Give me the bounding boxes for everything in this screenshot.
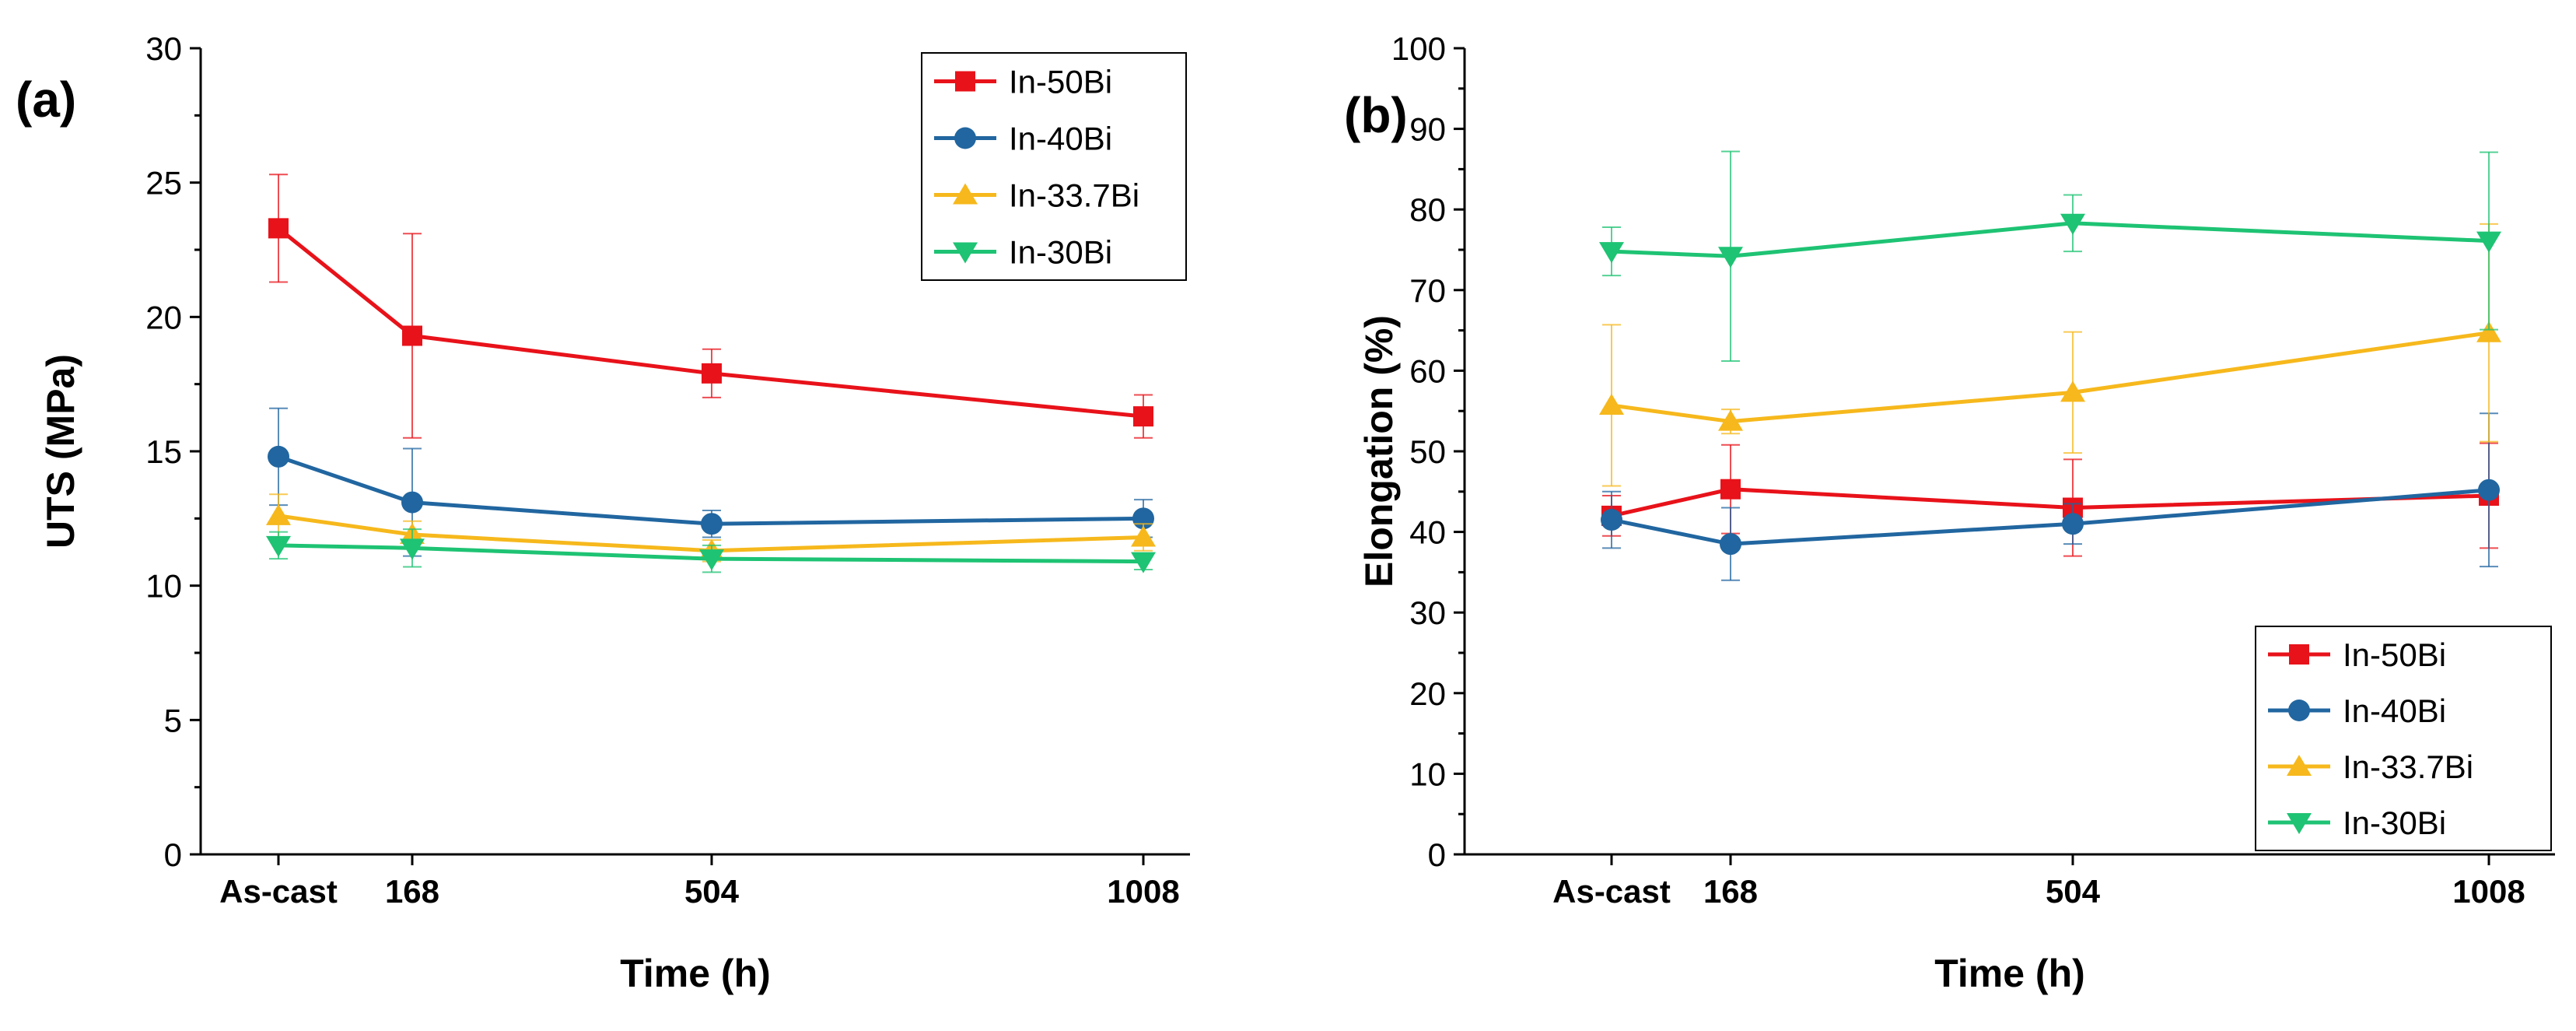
y-tick-label: 20 xyxy=(145,299,182,335)
y-tick-label: 30 xyxy=(1409,594,1446,631)
legend-label: In-30Bi xyxy=(1009,234,1112,271)
data-point xyxy=(1601,509,1622,531)
x-axis-title: Time (h) xyxy=(1934,952,2085,995)
y-tick-label: 5 xyxy=(164,702,182,738)
x-tick-label: 1008 xyxy=(1107,873,1179,910)
series-line xyxy=(1611,331,2490,424)
data-point xyxy=(402,325,422,346)
data-point xyxy=(1718,409,1743,431)
x-tick-label: As-cast xyxy=(1552,873,1671,910)
data-point xyxy=(268,445,289,468)
data-point xyxy=(1599,242,1624,264)
legend-label: In-40Bi xyxy=(1009,121,1112,157)
data-point xyxy=(2062,513,2084,535)
series-In-30Bi xyxy=(266,528,1156,573)
data-point xyxy=(2060,213,2085,235)
data-point xyxy=(266,535,291,557)
legend-label: In-30Bi xyxy=(2343,805,2446,841)
data-point xyxy=(2478,479,2500,501)
panel-a: 0 5 10 15 20 25 30 As-cast 168 504 1008 Time (h) UTS… xyxy=(16,30,1190,995)
series-line xyxy=(1611,488,2490,546)
data-point xyxy=(2060,380,2085,402)
y-tick-label: 0 xyxy=(164,836,182,873)
x-tick-label: 168 xyxy=(385,873,439,910)
series-line xyxy=(1611,221,2490,258)
y-tick-label: 80 xyxy=(1409,191,1446,228)
legend-label: In-33.7Bi xyxy=(1009,177,1139,214)
data-point xyxy=(401,491,423,514)
y-tick-label: 25 xyxy=(145,165,182,202)
data-point xyxy=(1131,525,1156,547)
legend-label: In-40Bi xyxy=(2343,693,2446,729)
y-tick-label: 10 xyxy=(1409,756,1446,792)
panel-b: 0 10 20 30 40 50 60 70 80 90 100 As-cast 168 504 1008 T… xyxy=(1344,30,2555,995)
y-tick-label: 100 xyxy=(1391,30,1446,67)
data-point xyxy=(701,513,723,535)
x-tick-label: 504 xyxy=(684,873,740,910)
legend-marker xyxy=(2288,700,2310,721)
data-point xyxy=(1720,533,1741,556)
data-point xyxy=(400,538,425,560)
panel-label: (a) xyxy=(16,72,76,128)
x-tick-label: 168 xyxy=(1703,873,1758,910)
series-line xyxy=(278,514,1144,553)
data-point xyxy=(266,503,291,525)
data-point xyxy=(702,363,722,384)
series-In-50Bi xyxy=(268,174,1153,439)
x-tick-label: As-cast xyxy=(219,873,338,910)
y-tick-label: 30 xyxy=(145,30,182,67)
y-axis-title: UTS (MPa) xyxy=(39,354,82,549)
y-tick-label: 70 xyxy=(1409,272,1446,309)
series-line xyxy=(278,454,1144,526)
y-tick-label: 0 xyxy=(1428,836,1446,873)
legend-label: In-33.7Bi xyxy=(2343,749,2473,785)
legend-marker xyxy=(2287,813,2312,834)
y-tick-label: 90 xyxy=(1409,111,1446,148)
data-point xyxy=(699,549,724,571)
series-line xyxy=(278,543,1144,564)
x-tick-label: 1008 xyxy=(2452,873,2525,910)
series-In-30Bi xyxy=(1599,150,2501,362)
y-axis-title: Elongation (%) xyxy=(1357,315,1401,587)
data-point xyxy=(2476,321,2501,342)
series-In-40Bi xyxy=(268,407,1154,557)
data-point xyxy=(1718,247,1743,268)
legend-marker xyxy=(953,183,978,205)
legend: In-50Bi In-40Bi In-33.7Bi In-30Bi xyxy=(921,52,1187,281)
legend-marker xyxy=(953,242,978,264)
panel-label: (b) xyxy=(1344,87,1408,143)
y-tick-label: 40 xyxy=(1409,514,1446,551)
y-tick-label: 10 xyxy=(145,568,182,605)
y-tick-label: 50 xyxy=(1409,433,1446,470)
legend-label: In-50Bi xyxy=(1009,64,1112,100)
data-point xyxy=(1599,393,1624,415)
legend-marker xyxy=(2287,755,2312,776)
x-tick-label: 504 xyxy=(2046,873,2101,910)
data-point xyxy=(268,218,289,239)
legend-marker xyxy=(2289,644,2309,665)
series-In-33.7Bi xyxy=(1599,223,2501,487)
legend: In-50Bi In-40Bi In-33.7Bi In-30Bi xyxy=(2255,626,2552,851)
series-line xyxy=(1611,487,2490,518)
data-point xyxy=(1133,406,1153,427)
data-point xyxy=(1720,479,1741,500)
series-line xyxy=(277,226,1144,419)
legend-marker xyxy=(955,71,975,92)
data-point xyxy=(1131,552,1156,573)
y-tick-label: 60 xyxy=(1409,352,1446,389)
legend-label: In-50Bi xyxy=(2343,636,2446,673)
y-tick-label: 15 xyxy=(145,433,182,470)
legend-marker xyxy=(954,127,976,149)
data-point xyxy=(2476,231,2501,253)
y-tick-label: 20 xyxy=(1409,675,1446,712)
x-axis-title: Time (h) xyxy=(620,952,771,995)
